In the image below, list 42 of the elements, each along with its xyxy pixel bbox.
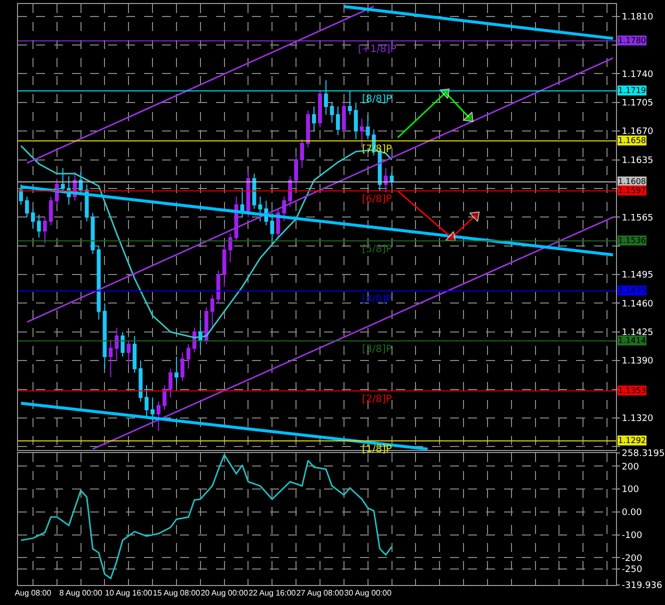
- y-tick-label: -100: [622, 530, 642, 541]
- y-tick-label: 1.1635: [622, 156, 654, 166]
- annotation: [4/8]P: [362, 294, 392, 305]
- annotation: [5/8]P: [362, 244, 392, 255]
- ref-line-label: 1.1414: [618, 336, 646, 345]
- y-tick-label: 1.1425: [622, 328, 654, 338]
- ref-line-label: 1.1608: [618, 177, 646, 186]
- y-tick-label: 258.3195: [622, 449, 665, 460]
- ref-line-label: 1.1353: [618, 386, 646, 395]
- y-tick-label: -250: [622, 565, 642, 576]
- y-tick-label: 1.1810: [622, 12, 654, 22]
- y-tick-label: -319.936: [622, 581, 663, 592]
- ref-line-label: 1.1780: [618, 36, 646, 45]
- y-tick-label: 1.1740: [622, 70, 654, 80]
- x-tick-label: Aug 08:00: [14, 588, 52, 598]
- y-tick-label: -200: [622, 554, 642, 564]
- y-tick-label: 0.00: [622, 508, 642, 518]
- x-tick-label: 20 Aug 00:00: [200, 588, 248, 598]
- y-tick-label: 1.1495: [622, 270, 654, 281]
- x-tick-label: 8 Aug 00:00: [59, 588, 103, 598]
- x-tick-label: 15 Aug 08:00: [152, 588, 201, 598]
- y-tick-label: 200: [622, 462, 640, 472]
- x-tick-label: 27 Aug 08:00: [296, 588, 344, 598]
- y-tick-label: 100: [622, 485, 640, 496]
- ref-line-label: 1.1292: [618, 436, 646, 445]
- x-tick-label: 22 Aug 16:00: [248, 588, 296, 598]
- annotation: [2/8]P: [362, 394, 392, 405]
- ref-line-label: 1.1536: [618, 236, 646, 245]
- ref-line-label: 1.1719: [618, 86, 646, 95]
- y-tick-label: 1.1390: [622, 356, 654, 367]
- ref-line-label: 1.1658: [618, 136, 646, 145]
- x-tick-label: 10 Aug 16:00: [105, 588, 153, 598]
- ref-line-label: 1.1597: [618, 186, 646, 195]
- annotation: [6/8]P: [362, 194, 392, 205]
- y-tick-label: 1.1460: [622, 299, 654, 310]
- annotation: [+1/8]P: [358, 44, 396, 55]
- ref-line-label: 1.1475: [618, 286, 646, 295]
- y-tick-label: 1.1670: [622, 127, 654, 138]
- x-tick-label: 30 Aug 00:00: [344, 588, 392, 598]
- y-tick-label: 1.1705: [622, 98, 654, 109]
- y-tick-label: 1.1565: [622, 213, 654, 224]
- y-tick-label: 1.1320: [622, 414, 654, 424]
